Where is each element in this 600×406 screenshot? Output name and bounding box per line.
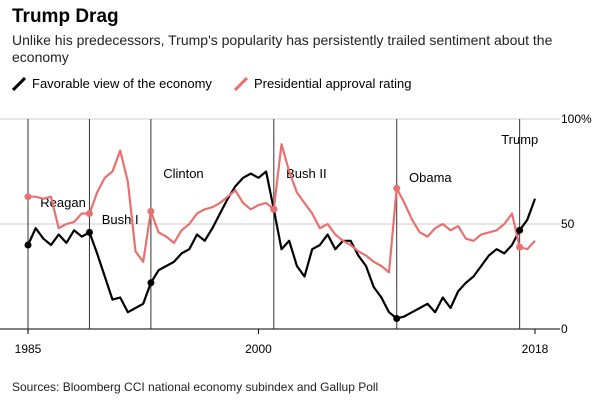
legend-label-economy: Favorable view of the economy bbox=[32, 76, 212, 91]
legend-item-economy: Favorable view of the economy bbox=[12, 76, 212, 91]
term-marker-economy-5 bbox=[516, 226, 524, 234]
y-tick-label-1: 50 bbox=[561, 217, 575, 231]
term-label-5: Trump bbox=[501, 132, 538, 147]
legend-swatch-economy bbox=[12, 76, 26, 91]
x-tick-label-0: 1985 bbox=[15, 342, 42, 356]
term-marker-approval-2 bbox=[147, 207, 155, 215]
term-marker-approval-1 bbox=[85, 210, 93, 217]
legend-swatch-approval-line bbox=[233, 76, 248, 91]
legend-label-approval: Presidential approval rating bbox=[253, 76, 412, 91]
chart-legend: Favorable view of the economy Presidenti… bbox=[12, 76, 433, 91]
series-line-approval bbox=[28, 143, 536, 274]
series-line-economy bbox=[27, 170, 537, 320]
term-marker-approval-4 bbox=[393, 184, 401, 192]
term-marker-approval-5 bbox=[516, 243, 524, 251]
term-label-1: Bush I bbox=[102, 212, 139, 227]
legend-item-approval: Presidential approval rating bbox=[233, 76, 412, 91]
chart-subtitle: Unlike his predecessors, Trump's popular… bbox=[12, 32, 553, 65]
legend-swatch-approval bbox=[233, 76, 248, 91]
term-marker-approval-0 bbox=[24, 193, 32, 201]
x-tick-label-2: 2018 bbox=[522, 342, 549, 356]
term-marker-economy-0 bbox=[24, 241, 32, 249]
term-label-3: Bush II bbox=[286, 166, 326, 181]
term-marker-approval-3 bbox=[270, 205, 278, 213]
chart-source: Sources: Bloomberg CCI national economy … bbox=[12, 380, 379, 394]
legend-swatch-economy-line bbox=[12, 76, 26, 91]
y-tick-label-2: 100% bbox=[561, 112, 592, 126]
term-marker-economy-1 bbox=[85, 228, 93, 236]
y-tick-label-0: 0 bbox=[561, 322, 568, 336]
term-label-2: Clinton bbox=[163, 166, 203, 181]
chart-title: Trump Drag bbox=[12, 6, 119, 27]
term-label-4: Obama bbox=[409, 170, 452, 185]
x-tick-label-1: 2000 bbox=[245, 342, 272, 356]
term-marker-economy-2 bbox=[147, 279, 155, 287]
term-marker-economy-4 bbox=[393, 315, 401, 322]
